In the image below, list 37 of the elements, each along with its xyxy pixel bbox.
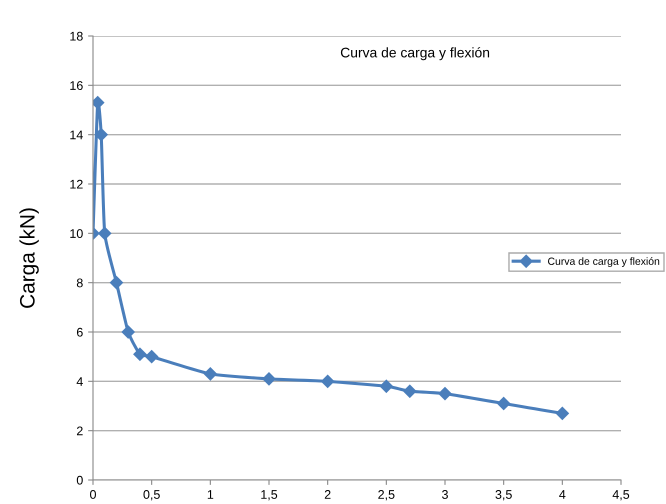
x-tick-label: 1,5 (261, 490, 278, 500)
y-tick-label: 0 (76, 476, 83, 485)
x-tick-label: 4 (559, 490, 566, 499)
y-tick-label: 12 (70, 180, 83, 189)
point (438, 387, 452, 400)
point (204, 367, 217, 381)
point (133, 348, 147, 361)
legend-label: Curva de carga y flexión (548, 257, 660, 267)
point (497, 396, 510, 410)
y-tick-label: 16 (70, 81, 83, 90)
x-tick-label: 1 (208, 490, 214, 499)
point (321, 374, 334, 388)
y-tick-label: 14 (70, 130, 83, 140)
x-tick-label: 2 (324, 490, 331, 499)
text: Curva de carga y flexión (340, 47, 490, 60)
point (380, 380, 393, 393)
y-tick-label: 18 (70, 32, 83, 41)
point (403, 384, 416, 398)
y-tick-label: 2 (76, 426, 83, 436)
x-tick-label: 0,5 (143, 490, 160, 500)
point (262, 372, 276, 386)
point (556, 406, 569, 420)
y-tick-label: 6 (76, 328, 83, 337)
x-tick-label: 3 (442, 490, 448, 499)
point (122, 325, 135, 339)
x-tick-label: 0 (90, 490, 96, 499)
y-tick-label: 10 (70, 229, 83, 238)
point (94, 128, 108, 142)
x-tick-label: 4,5 (612, 490, 630, 500)
y-tick-label: 4 (76, 377, 83, 386)
x-tick-label: 3,5 (495, 490, 512, 500)
point (145, 350, 158, 364)
point (98, 226, 112, 240)
x-tick-label: 2,5 (378, 490, 394, 500)
y-axis-title: Carga (kN) (19, 208, 39, 308)
point (110, 276, 124, 290)
y-tick-label: 8 (76, 278, 83, 288)
